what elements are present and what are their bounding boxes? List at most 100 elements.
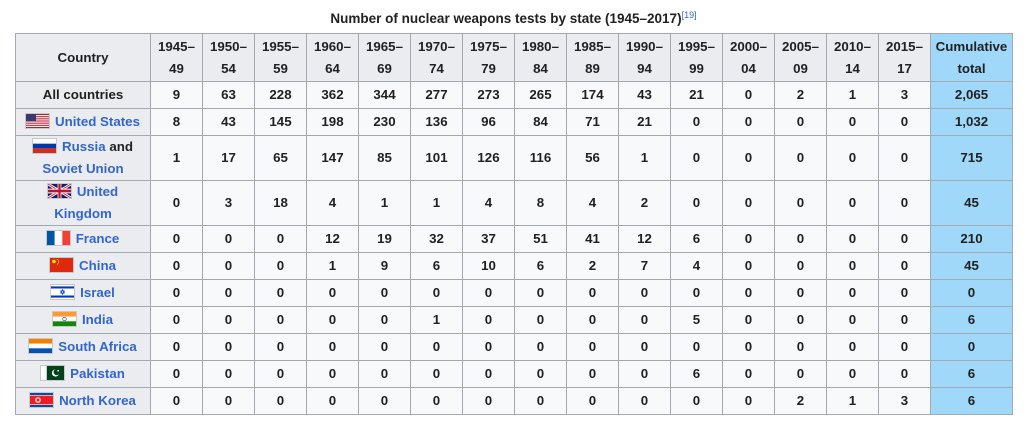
table-cell: 0	[151, 307, 203, 334]
header-period-end: 09	[793, 61, 808, 76]
table-cell: 6	[671, 361, 723, 388]
table-cell: 126	[463, 136, 515, 181]
table-cell: 145	[255, 109, 307, 136]
header-period-start: 2010–	[834, 39, 871, 54]
table-cell: 65	[255, 136, 307, 181]
table-cell: 101	[411, 136, 463, 181]
table-cell: 6	[671, 226, 723, 253]
country-link-south-africa[interactable]: South Africa	[58, 339, 137, 354]
country-link-china[interactable]: China	[79, 258, 116, 273]
table-cell: 1	[619, 136, 671, 181]
table-cell: 0	[723, 136, 775, 181]
south-africa-flag-icon	[29, 339, 52, 353]
table-cell: 0	[879, 253, 931, 280]
uk-flag-icon	[48, 184, 71, 198]
table-cell: 0	[827, 361, 879, 388]
table-cell: 7	[619, 253, 671, 280]
table-cell: 0	[723, 334, 775, 361]
table-row: All countries 9 63 228 362 344 277 273 265 174 43…	[16, 82, 1013, 109]
header-period-end: 17	[897, 61, 912, 76]
header-period-start: 1975–	[470, 39, 507, 54]
table-cell: 0	[411, 280, 463, 307]
table-cell: 0	[255, 226, 307, 253]
table-cell: 0	[359, 334, 411, 361]
table-cell: 0	[827, 181, 879, 226]
table-cell: 32	[411, 226, 463, 253]
header-period-end: 74	[429, 61, 444, 76]
row-country-israel: Israel	[16, 280, 151, 307]
header-period-start: 1970–	[418, 39, 455, 54]
table-cell: 0	[151, 181, 203, 226]
table-cell: 0	[307, 361, 359, 388]
cumulative-total-cell: 6	[931, 388, 1013, 415]
header-period-start: 1960–	[314, 39, 351, 54]
table-row: China 0 0 0 1 9 6 10 6 2 7 4 0 0 0 0 45	[16, 253, 1013, 280]
table-cell: 0	[671, 280, 723, 307]
table-cell: 2	[775, 82, 827, 109]
country-link-north-korea[interactable]: North Korea	[59, 393, 136, 408]
table-cell: 0	[151, 253, 203, 280]
table-cell: 0	[203, 361, 255, 388]
table-cell: 174	[567, 82, 619, 109]
header-period: 1955– 59	[255, 34, 307, 82]
header-period-end: 49	[169, 61, 184, 76]
table-cell: 0	[775, 334, 827, 361]
row-country-france: France	[16, 226, 151, 253]
table-cell: 0	[307, 334, 359, 361]
table-cell: 21	[619, 109, 671, 136]
table-cell: 0	[775, 307, 827, 334]
cumulative-total-cell: 0	[931, 280, 1013, 307]
country-link-israel[interactable]: Israel	[80, 285, 115, 300]
table-cell: 9	[359, 253, 411, 280]
table-cell: 41	[567, 226, 619, 253]
france-flag-icon	[47, 231, 70, 245]
row-country-china: China	[16, 253, 151, 280]
table-cell: 0	[411, 334, 463, 361]
table-cell: 273	[463, 82, 515, 109]
header-period-start: 1995–	[678, 39, 715, 54]
table-cell: 0	[723, 388, 775, 415]
table-cell: 0	[567, 361, 619, 388]
table-cell: 0	[411, 388, 463, 415]
table-cell: 1	[411, 307, 463, 334]
table-cell: 0	[827, 280, 879, 307]
table-cell: 0	[463, 307, 515, 334]
table-cell: 0	[151, 388, 203, 415]
country-link-soviet-union[interactable]: Soviet Union	[42, 161, 123, 176]
citation-ref[interactable]: [19]	[682, 10, 697, 20]
table-cell: 0	[827, 253, 879, 280]
table-cell: 0	[671, 136, 723, 181]
country-link-pakistan[interactable]: Pakistan	[70, 366, 125, 381]
country-link-united-states[interactable]: United States	[55, 114, 140, 129]
table-cell: 85	[359, 136, 411, 181]
table-cell: 344	[359, 82, 411, 109]
header-period: 1965– 69	[359, 34, 411, 82]
table-cell: 230	[359, 109, 411, 136]
header-period: 2000– 04	[723, 34, 775, 82]
table-cell: 277	[411, 82, 463, 109]
table-cell: 0	[359, 280, 411, 307]
table-cell: 0	[723, 280, 775, 307]
header-period: 1990– 94	[619, 34, 671, 82]
table-cell: 8	[151, 109, 203, 136]
table-cell: 96	[463, 109, 515, 136]
header-period: 2005– 09	[775, 34, 827, 82]
country-link-india[interactable]: India	[82, 312, 113, 327]
table-cell: 0	[619, 280, 671, 307]
table-cell: 8	[515, 181, 567, 226]
header-period-end: 04	[741, 61, 756, 76]
citation-link[interactable]: [19]	[682, 10, 697, 20]
table-cell: 19	[359, 226, 411, 253]
pakistan-flag-icon	[41, 366, 64, 380]
table-cell: 0	[879, 136, 931, 181]
country-label-line1: United	[77, 184, 118, 199]
table-cell: 0	[723, 82, 775, 109]
country-link-russia[interactable]: Russia	[62, 139, 106, 154]
country-link-france[interactable]: France	[76, 231, 120, 246]
table-cell: 0	[567, 334, 619, 361]
table-cell: 0	[827, 334, 879, 361]
table-cell: 0	[151, 226, 203, 253]
header-period-end: 54	[221, 61, 236, 76]
